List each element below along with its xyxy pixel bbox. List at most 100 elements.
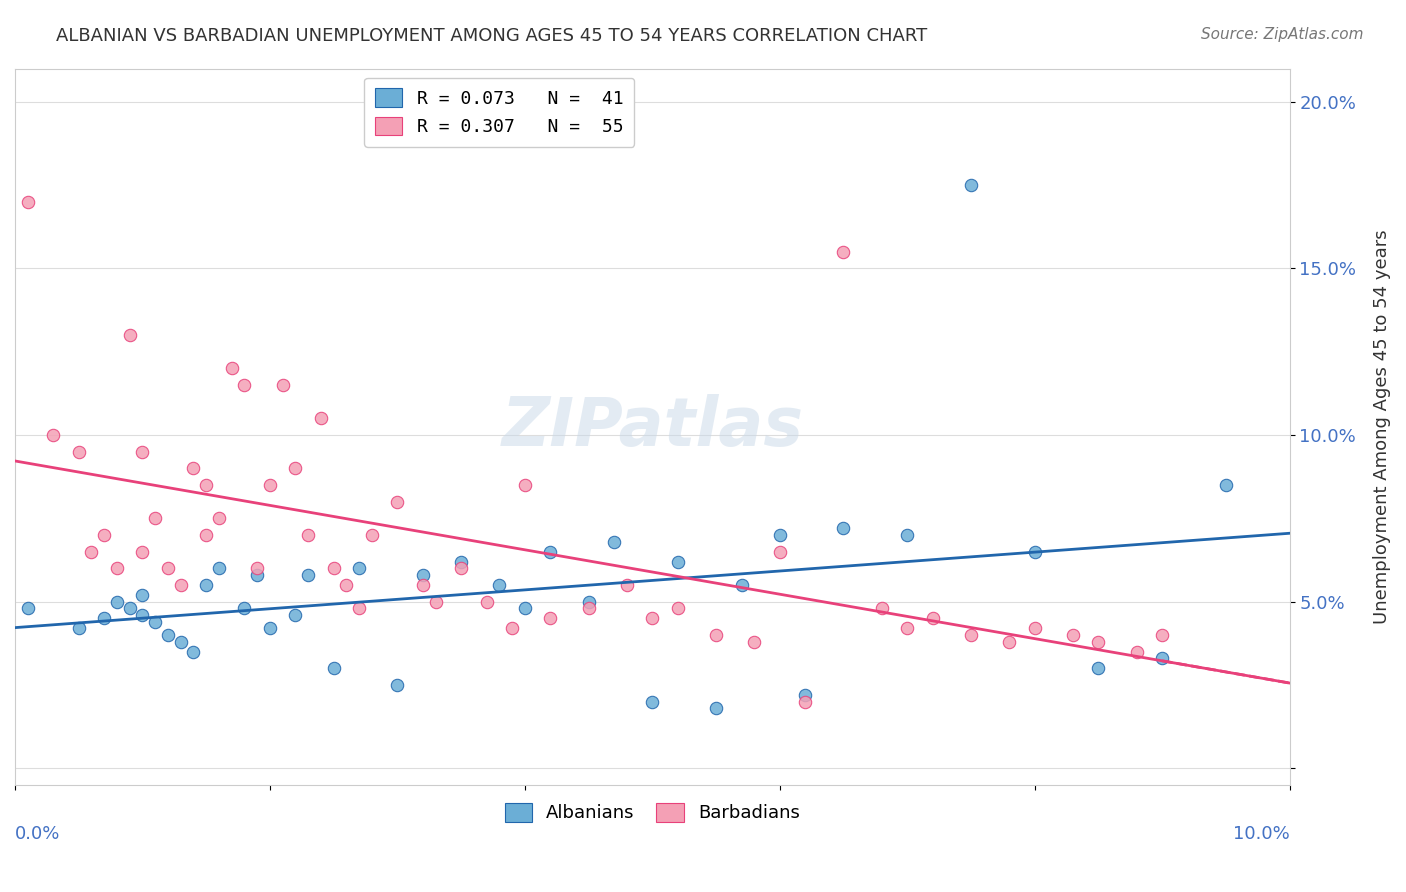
Point (425, 595, 447, 609)
Text: 0.0%: 0.0% (15, 825, 60, 843)
Point (105, 561, 128, 575)
Point (769, 545, 792, 559)
Point (921, 611, 943, 625)
Point (488, 578, 510, 592)
Point (156, 561, 179, 575)
Point (704, 628, 727, 642)
Point (322, 661, 344, 675)
Point (195, 478, 218, 492)
Point (704, 701, 727, 715)
Point (259, 478, 281, 492)
Point (412, 568, 434, 582)
Point (170, 578, 193, 592)
Point (347, 561, 370, 575)
Point (221, 361, 243, 376)
Point (578, 595, 600, 609)
Point (1152, 628, 1174, 642)
Point (233, 378, 256, 392)
Point (578, 601, 600, 615)
Point (309, 411, 332, 425)
Point (1215, 478, 1237, 492)
Point (769, 528, 792, 542)
Point (1152, 651, 1174, 665)
Point (93, 528, 115, 542)
Point (131, 588, 153, 602)
Text: ZIPatlas: ZIPatlas (502, 393, 803, 459)
Point (896, 528, 918, 542)
Point (641, 611, 664, 625)
Point (870, 601, 893, 615)
Point (794, 688, 817, 702)
Point (450, 555, 472, 569)
Point (616, 578, 638, 592)
Point (297, 568, 319, 582)
Point (17, 194, 39, 209)
Point (131, 444, 153, 458)
Point (412, 578, 434, 592)
Point (347, 601, 370, 615)
Point (832, 521, 855, 535)
Point (67, 444, 90, 458)
Point (538, 611, 561, 625)
Point (131, 545, 153, 559)
Point (284, 461, 307, 475)
Text: Source: ZipAtlas.com: Source: ZipAtlas.com (1201, 27, 1364, 42)
Text: ALBANIAN VS BARBADIAN UNEMPLOYMENT AMONG AGES 45 TO 54 YEARS CORRELATION CHART: ALBANIAN VS BARBADIAN UNEMPLOYMENT AMONG… (56, 27, 928, 45)
Point (1087, 634, 1109, 648)
Point (195, 528, 218, 542)
Point (195, 578, 218, 592)
Point (67, 621, 90, 635)
Point (80, 545, 103, 559)
Point (666, 555, 689, 569)
Point (1062, 628, 1084, 642)
Point (156, 628, 179, 642)
Point (271, 378, 294, 392)
Point (641, 695, 664, 709)
Point (246, 568, 269, 582)
Point (183, 461, 205, 475)
Point (93, 611, 115, 625)
Point (730, 578, 752, 592)
Point (208, 511, 231, 525)
Point (387, 494, 409, 508)
Point (246, 561, 269, 575)
Point (960, 178, 983, 193)
Point (513, 478, 536, 492)
Point (832, 244, 855, 259)
Point (131, 607, 153, 622)
Point (118, 328, 141, 343)
Point (1024, 621, 1046, 635)
Point (1024, 545, 1046, 559)
Point (143, 511, 166, 525)
Point (143, 615, 166, 629)
Point (297, 528, 319, 542)
Point (450, 561, 472, 575)
Text: 10.0%: 10.0% (1233, 825, 1289, 843)
Point (960, 628, 983, 642)
Point (170, 634, 193, 648)
Point (322, 561, 344, 575)
Point (208, 561, 231, 575)
Point (118, 601, 141, 615)
Point (513, 601, 536, 615)
Point (794, 695, 817, 709)
Point (233, 601, 256, 615)
Point (666, 601, 689, 615)
Point (1125, 645, 1147, 659)
Point (475, 595, 498, 609)
Point (387, 678, 409, 692)
Point (896, 621, 918, 635)
Point (538, 545, 561, 559)
Point (259, 621, 281, 635)
Point (183, 645, 205, 659)
Point (1087, 661, 1109, 675)
Y-axis label: Unemployment Among Ages 45 to 54 years: Unemployment Among Ages 45 to 54 years (1374, 229, 1391, 624)
Point (742, 634, 765, 648)
Point (42, 428, 65, 442)
Point (501, 621, 523, 635)
Point (361, 528, 384, 542)
Point (17, 601, 39, 615)
Point (105, 595, 128, 609)
Point (335, 578, 357, 592)
Point (284, 607, 307, 622)
